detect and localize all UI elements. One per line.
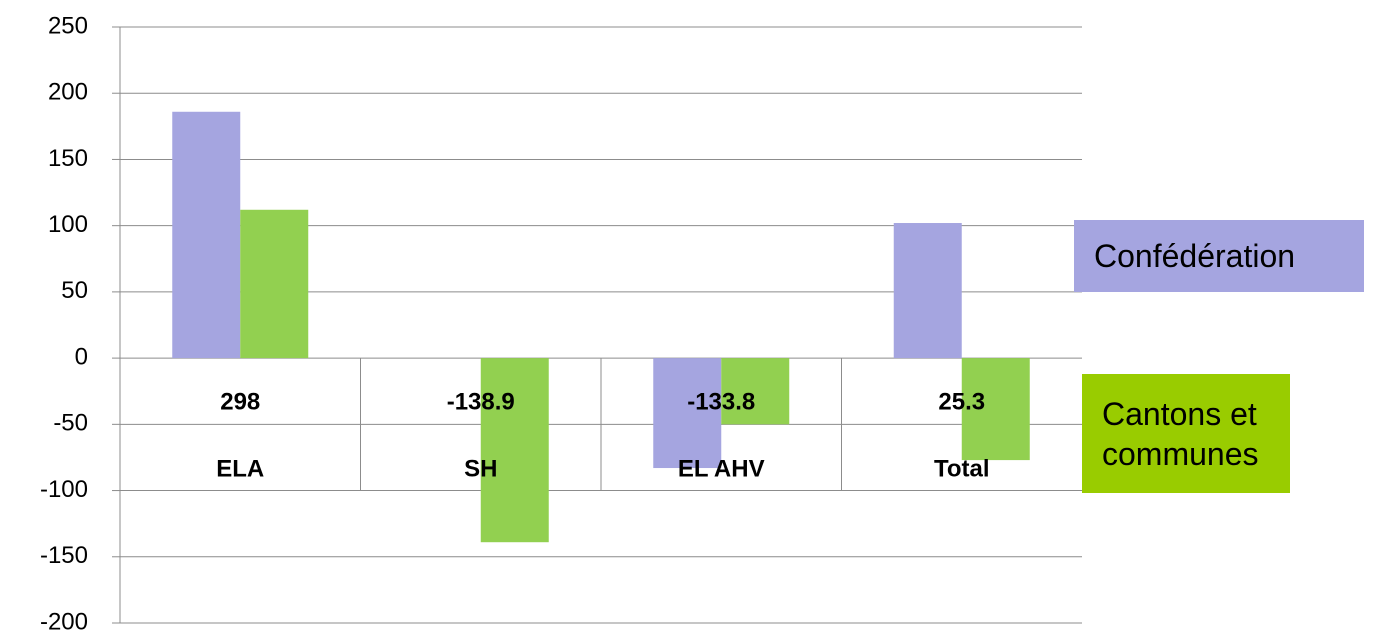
- bar: [480, 358, 549, 543]
- bar: [961, 358, 1030, 461]
- y-tick-label: 250: [48, 12, 88, 39]
- table-value: 25.3: [938, 388, 985, 415]
- y-tick-label: -150: [40, 542, 88, 569]
- x-tick-label: EL AHV: [678, 455, 765, 482]
- x-tick-label: Total: [934, 455, 990, 482]
- bar: [653, 358, 722, 469]
- bar: [240, 209, 309, 359]
- bar: [721, 358, 790, 425]
- table-value: -138.9: [447, 388, 515, 415]
- y-tick-label: 150: [48, 145, 88, 172]
- legend-entry: Confédération: [1074, 220, 1364, 292]
- x-tick-label: ELA: [216, 455, 264, 482]
- y-tick-label: -50: [53, 410, 88, 437]
- table-value: -133.8: [687, 388, 755, 415]
- y-tick-label: -100: [40, 476, 88, 503]
- x-tick-label: SH: [464, 455, 497, 482]
- legend-entry: Cantons et communes: [1082, 374, 1290, 493]
- y-tick-label: 50: [61, 277, 88, 304]
- y-tick-label: 200: [48, 79, 88, 106]
- table-value: 298: [220, 388, 260, 415]
- y-tick-label: 100: [48, 211, 88, 238]
- y-tick-label: -200: [40, 608, 88, 635]
- bar: [172, 111, 241, 359]
- y-tick-label: 0: [75, 343, 88, 370]
- bar: [893, 223, 962, 359]
